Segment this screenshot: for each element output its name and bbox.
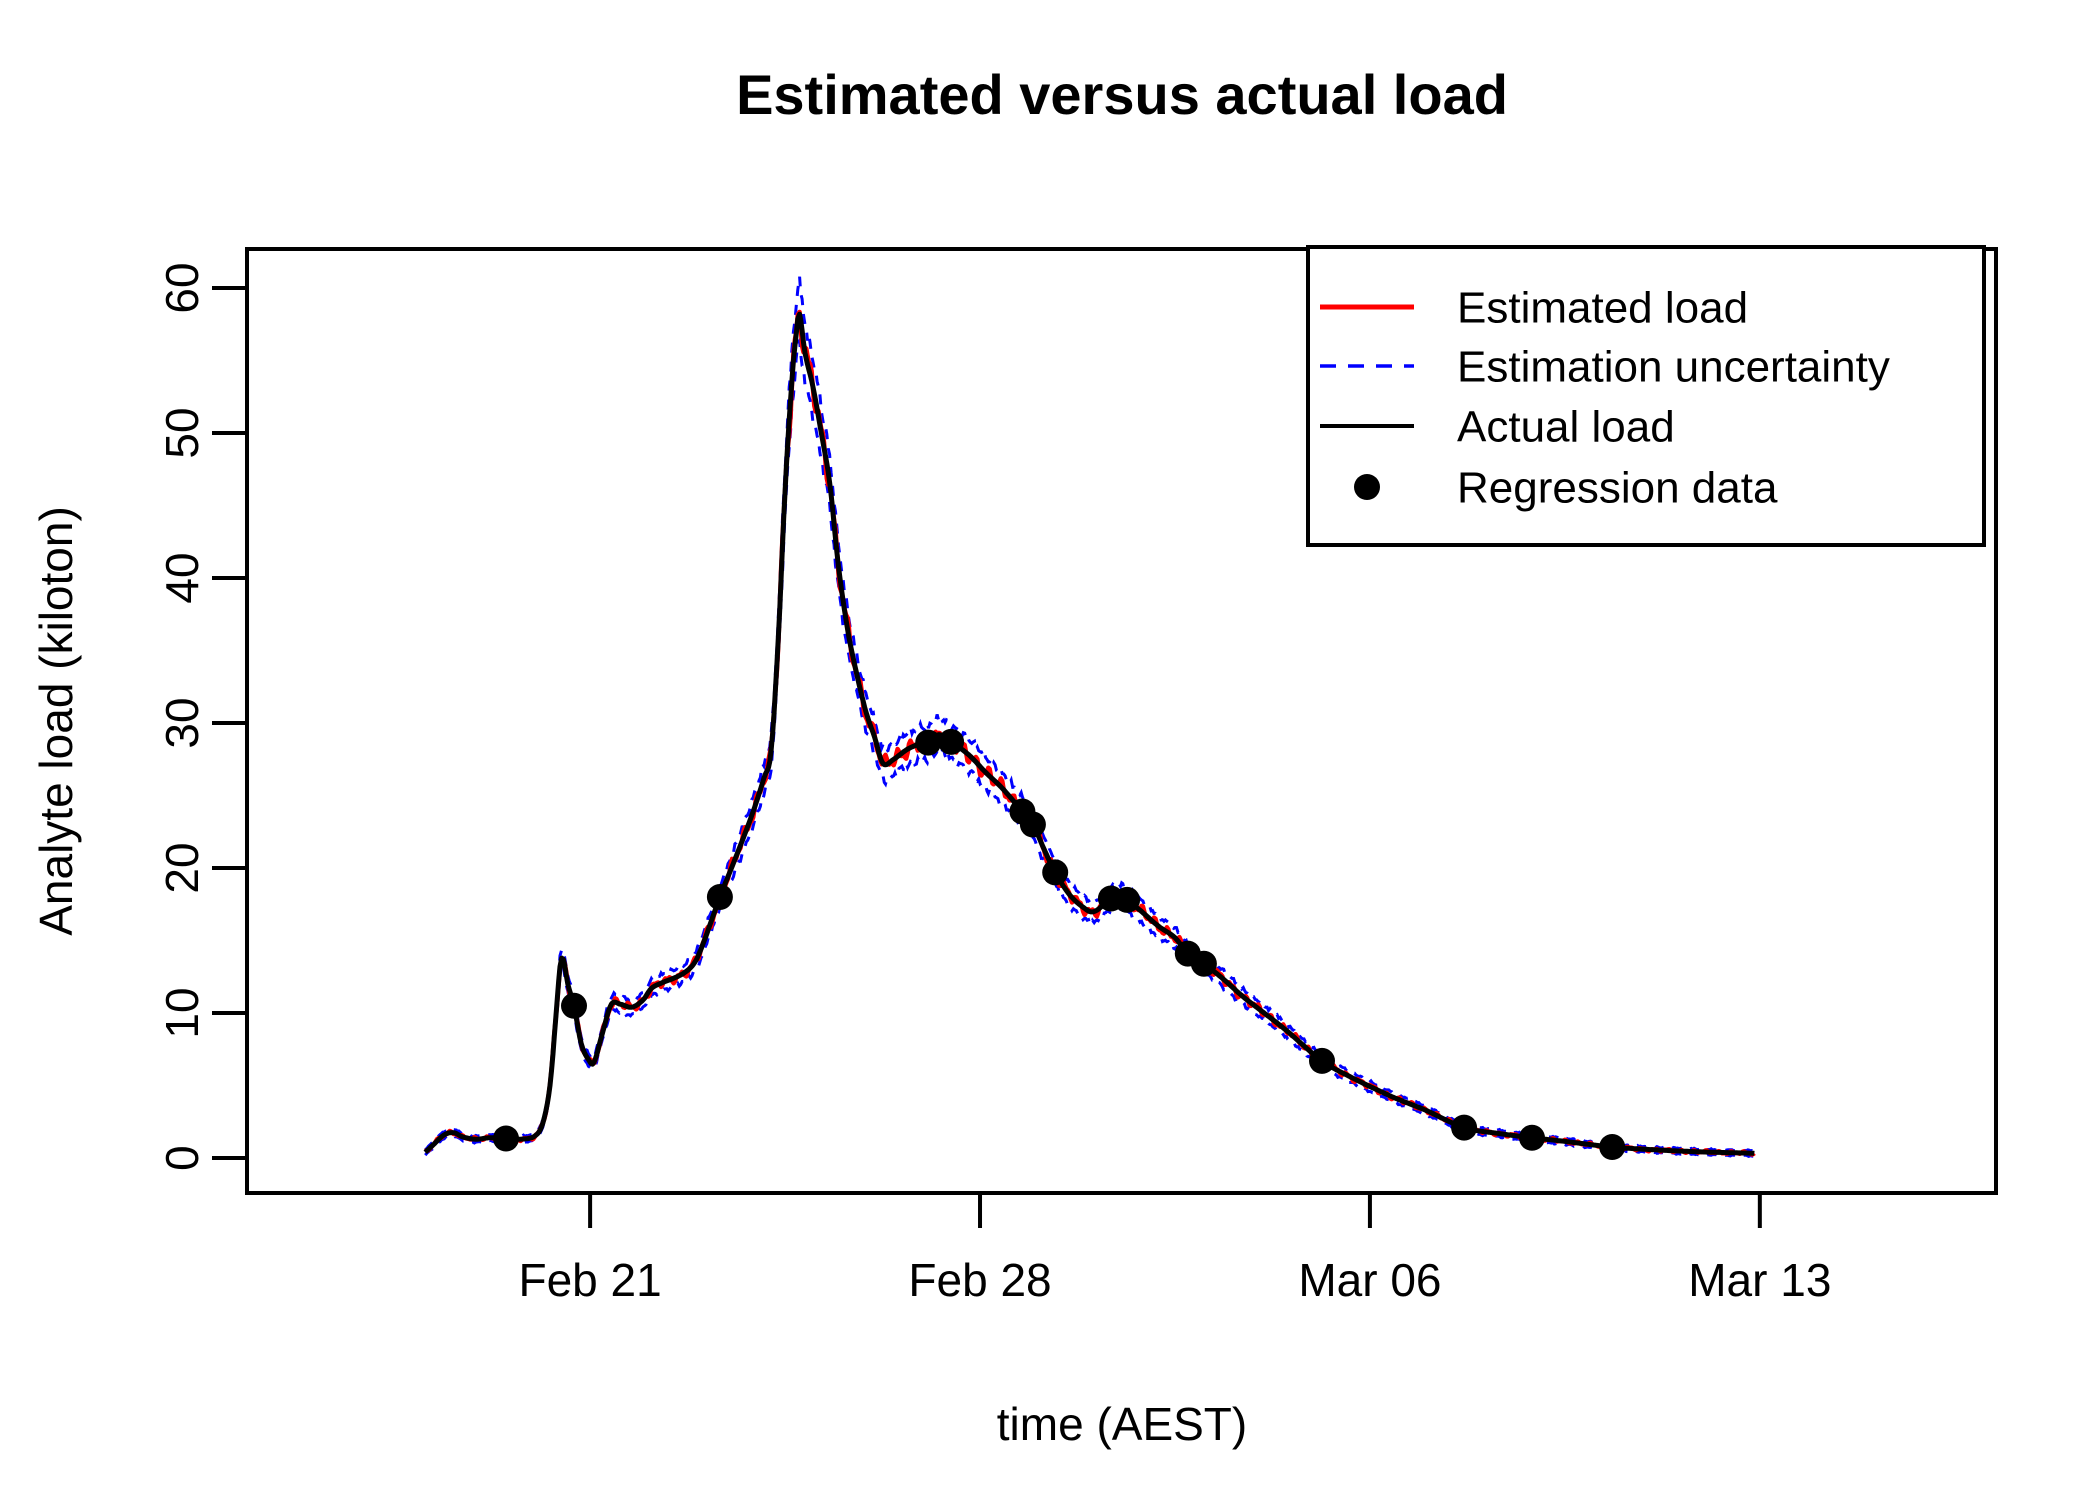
y-tick-label: 60 xyxy=(156,262,208,313)
regression-data-point xyxy=(706,884,733,910)
legend-item-label: Estimation uncertainty xyxy=(1457,342,1890,391)
legend-box xyxy=(1306,245,1986,547)
regression-data-point xyxy=(1451,1114,1478,1141)
y-tick-label: 0 xyxy=(156,1145,208,1171)
regression-data-point xyxy=(493,1125,519,1152)
y-tick-label: 20 xyxy=(156,842,208,893)
x-tick-label: Feb 21 xyxy=(519,1254,662,1306)
regression-data-point xyxy=(1599,1134,1626,1160)
x-axis-label: time (AEST) xyxy=(997,1398,1247,1450)
legend: Estimated load Estimation uncertainty Ac… xyxy=(1306,245,1986,547)
plot-box xyxy=(245,247,1998,1195)
regression-data-point xyxy=(561,992,587,1019)
regression-data-point-swatch xyxy=(1354,474,1380,500)
y-tick-label: 40 xyxy=(156,552,208,603)
regression-data-point xyxy=(1019,811,1046,838)
legend-item-estimated-load: Estimated load xyxy=(1320,283,1748,332)
legend-item-label: Estimated load xyxy=(1457,283,1748,332)
regression-data-point xyxy=(1519,1124,1545,1151)
y-tick-label: 50 xyxy=(156,407,208,458)
regression-points xyxy=(493,728,1626,1160)
legend-item-label: Actual load xyxy=(1457,402,1675,451)
regression-data-point xyxy=(1114,886,1141,913)
regression-data-point xyxy=(915,729,942,756)
regression-data-point xyxy=(1190,950,1217,977)
regression-data-point xyxy=(1042,859,1069,886)
regression-data-point xyxy=(938,728,965,755)
x-tick-label: Feb 28 xyxy=(908,1254,1051,1306)
legend-item-label: Regression data xyxy=(1457,463,1778,512)
x-tick-label: Mar 13 xyxy=(1688,1254,1831,1306)
y-tick-label: 10 xyxy=(156,987,208,1038)
regression-data-point xyxy=(1309,1047,1335,1074)
legend-item-regression-data: Regression data xyxy=(1354,463,1778,512)
chart-title: Estimated versus actual load xyxy=(736,63,1508,126)
x-axis-ticks: Feb 21 Feb 28 Mar 06 Mar 13 xyxy=(519,1193,1831,1306)
x-tick-label: Mar 06 xyxy=(1298,1254,1441,1306)
legend-item-estimation-uncertainty: Estimation uncertainty xyxy=(1320,342,1890,391)
y-axis-label: Analyte load (kiloton) xyxy=(30,506,82,936)
y-tick-label: 30 xyxy=(156,697,208,748)
legend-item-actual-load: Actual load xyxy=(1320,402,1675,451)
y-axis-ticks: 0 10 20 30 40 50 60 xyxy=(156,262,247,1171)
